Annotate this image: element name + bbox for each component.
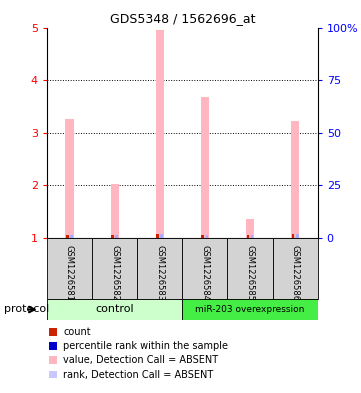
Bar <box>160 233 163 238</box>
Bar <box>182 299 318 320</box>
Bar <box>201 235 204 238</box>
Bar <box>70 235 73 238</box>
Bar <box>66 235 69 238</box>
Bar <box>137 238 182 299</box>
Bar <box>92 238 137 299</box>
Bar <box>247 235 249 238</box>
Bar <box>273 238 318 299</box>
Text: GSM1226585: GSM1226585 <box>245 245 255 301</box>
Bar <box>201 97 209 238</box>
Bar <box>291 121 299 238</box>
Bar <box>251 235 253 238</box>
Text: GSM1226581: GSM1226581 <box>65 245 74 301</box>
Text: value, Detection Call = ABSENT: value, Detection Call = ABSENT <box>63 355 218 365</box>
Bar <box>227 238 273 299</box>
Bar <box>65 119 74 238</box>
Text: control: control <box>95 305 134 314</box>
Text: GSM1226584: GSM1226584 <box>200 245 209 301</box>
Text: protocol: protocol <box>4 305 49 314</box>
Bar <box>47 238 92 299</box>
Text: GSM1226582: GSM1226582 <box>110 245 119 301</box>
Text: rank, Detection Call = ABSENT: rank, Detection Call = ABSENT <box>63 369 213 380</box>
Bar <box>156 30 164 238</box>
Text: count: count <box>63 327 91 337</box>
Text: GSM1226586: GSM1226586 <box>291 245 300 301</box>
Bar <box>292 233 295 238</box>
Text: GSM1226583: GSM1226583 <box>155 245 164 301</box>
Bar <box>205 235 208 238</box>
Text: percentile rank within the sample: percentile rank within the sample <box>63 341 228 351</box>
Bar <box>111 235 114 238</box>
Title: GDS5348 / 1562696_at: GDS5348 / 1562696_at <box>109 12 255 25</box>
Bar <box>110 184 119 238</box>
Bar <box>115 235 118 238</box>
Bar <box>296 233 299 238</box>
Bar <box>246 219 254 238</box>
Text: miR-203 overexpression: miR-203 overexpression <box>195 305 305 314</box>
Bar <box>47 299 182 320</box>
Bar <box>182 238 227 299</box>
Bar <box>156 233 159 238</box>
